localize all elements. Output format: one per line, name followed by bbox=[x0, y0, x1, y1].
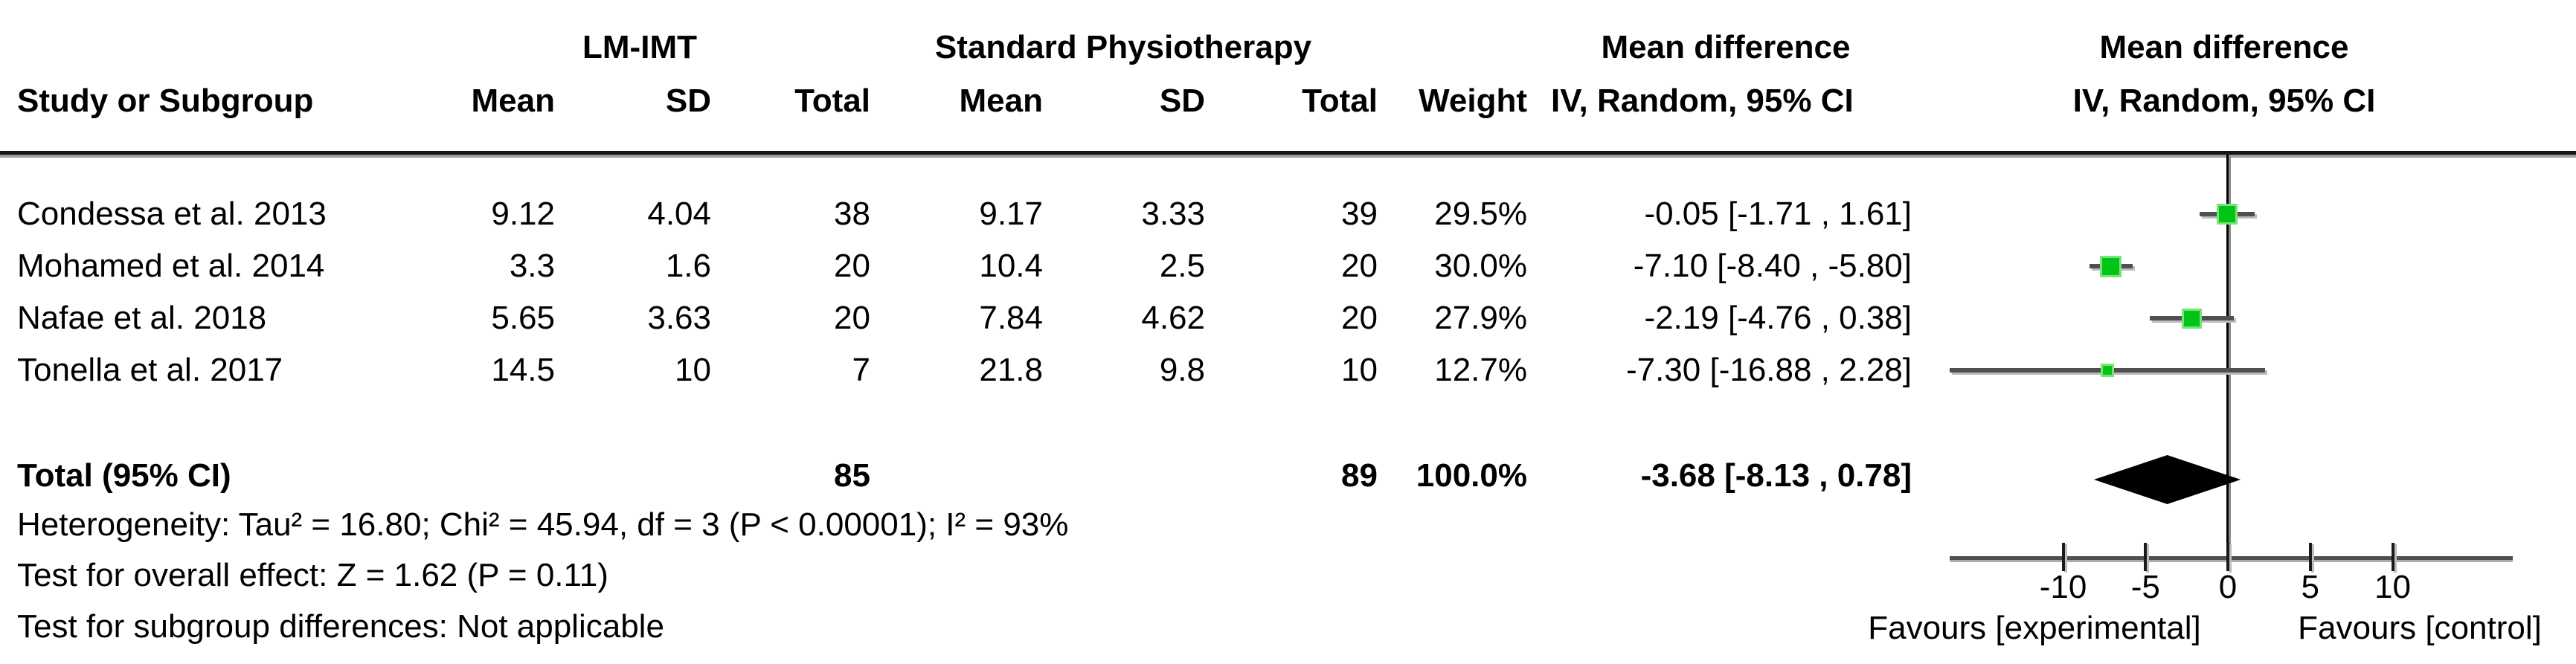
cell-total2: 20 bbox=[1341, 300, 1378, 336]
cell-sd2: 3.33 bbox=[1141, 196, 1205, 232]
effect-marker bbox=[2101, 364, 2115, 377]
cell-sd1: 4.04 bbox=[647, 196, 711, 232]
study-name: Condessa et al. 2013 bbox=[17, 196, 327, 232]
total-ci: -3.68 [-8.13 , 0.78] bbox=[1640, 457, 1912, 494]
cell-mean2: 21.8 bbox=[979, 352, 1043, 388]
cell-mean2: 7.84 bbox=[979, 300, 1043, 336]
subgroup-differences-text: Test for subgroup differences: Not appli… bbox=[17, 608, 664, 645]
study-name: Tonella et al. 2017 bbox=[17, 352, 283, 388]
total-diamond bbox=[2093, 455, 2241, 504]
cell-total2: 39 bbox=[1341, 196, 1378, 232]
effect-header-plot: Mean difference bbox=[2099, 29, 2349, 65]
col-header-total2: Total bbox=[1302, 83, 1378, 119]
col-header-weight: Weight bbox=[1419, 83, 1527, 119]
cell-total2: 10 bbox=[1341, 352, 1378, 388]
cell-total1: 20 bbox=[834, 248, 870, 284]
cell-total1: 20 bbox=[834, 300, 870, 336]
col-header-ci-plot: IV, Random, 95% CI bbox=[2072, 83, 2376, 119]
col-header-sd1: SD bbox=[665, 83, 711, 119]
cell-weight: 30.0% bbox=[1434, 248, 1527, 284]
cell-sd2: 2.5 bbox=[1159, 248, 1205, 284]
zero-effect-line bbox=[2226, 155, 2229, 558]
cell-total1: 7 bbox=[852, 352, 870, 388]
total-n1: 85 bbox=[834, 457, 870, 494]
axis-tick-label: 5 bbox=[2301, 569, 2319, 605]
axis-tick bbox=[2226, 543, 2229, 571]
cell-sd1: 1.6 bbox=[665, 248, 711, 284]
favours-right-label: Favours [control] bbox=[2298, 610, 2542, 646]
cell-mean2: 10.4 bbox=[979, 248, 1043, 284]
total-label: Total (95% CI) bbox=[17, 457, 231, 494]
col-header-ci: IV, Random, 95% CI bbox=[1551, 83, 1854, 119]
col-header-sd2: SD bbox=[1159, 83, 1205, 119]
cell-mean1: 5.65 bbox=[491, 300, 555, 336]
effect-marker bbox=[2100, 255, 2122, 277]
cell-sd1: 3.63 bbox=[647, 300, 711, 336]
cell-mean2: 9.17 bbox=[979, 196, 1043, 232]
cell-mean1: 14.5 bbox=[491, 352, 555, 388]
effect-marker bbox=[2181, 308, 2202, 329]
cell-weight: 12.7% bbox=[1434, 352, 1527, 388]
axis-tick-label: 0 bbox=[2218, 569, 2238, 605]
axis-tick bbox=[2061, 543, 2065, 571]
total-n2: 89 bbox=[1341, 457, 1378, 494]
study-name: Nafae et al. 2018 bbox=[17, 300, 267, 336]
col-header-mean2: Mean bbox=[959, 83, 1043, 119]
axis-tick-label: -5 bbox=[2130, 569, 2160, 605]
cell-sd2: 9.8 bbox=[1159, 352, 1205, 388]
col-header-study: Study or Subgroup bbox=[17, 83, 314, 119]
cell-total1: 38 bbox=[834, 196, 870, 232]
col-header-mean1: Mean bbox=[471, 83, 555, 119]
cell-ci: -7.10 [-8.40 , -5.80] bbox=[1633, 248, 1912, 284]
x-axis-line bbox=[1950, 556, 2513, 560]
axis-tick bbox=[2391, 543, 2394, 571]
group1-header: LM-IMT bbox=[582, 29, 697, 65]
col-header-total1: Total bbox=[794, 83, 870, 119]
study-name: Mohamed et al. 2014 bbox=[17, 248, 325, 284]
axis-tick-label: 10 bbox=[2374, 569, 2411, 605]
cell-ci: -2.19 [-4.76 , 0.38] bbox=[1644, 300, 1912, 336]
axis-tick bbox=[2144, 543, 2148, 571]
effect-header-left: Mean difference bbox=[1601, 29, 1851, 65]
favours-left-label: Favours [experimental] bbox=[1868, 610, 2201, 646]
cell-sd1: 10 bbox=[675, 352, 711, 388]
cell-ci: -0.05 [-1.71 , 1.61] bbox=[1644, 196, 1912, 232]
cell-total2: 20 bbox=[1341, 248, 1378, 284]
heterogeneity-text: Heterogeneity: Tau² = 16.80; Chi² = 45.9… bbox=[17, 506, 1069, 543]
axis-tick bbox=[2308, 543, 2312, 571]
overall-effect-text: Test for overall effect: Z = 1.62 (P = 0… bbox=[17, 557, 608, 593]
axis-tick-label: -10 bbox=[2039, 569, 2087, 605]
cell-weight: 27.9% bbox=[1434, 300, 1527, 336]
cell-mean1: 3.3 bbox=[509, 248, 555, 284]
effect-marker bbox=[2216, 204, 2238, 225]
total-weight: 100.0% bbox=[1416, 457, 1527, 494]
cell-mean1: 9.12 bbox=[491, 196, 555, 232]
header-separator bbox=[0, 151, 2576, 155]
cell-ci: -7.30 [-16.88 , 2.28] bbox=[1625, 352, 1912, 388]
cell-weight: 29.5% bbox=[1434, 196, 1527, 232]
cell-sd2: 4.62 bbox=[1141, 300, 1205, 336]
group2-header: Standard Physiotherapy bbox=[934, 29, 1312, 65]
